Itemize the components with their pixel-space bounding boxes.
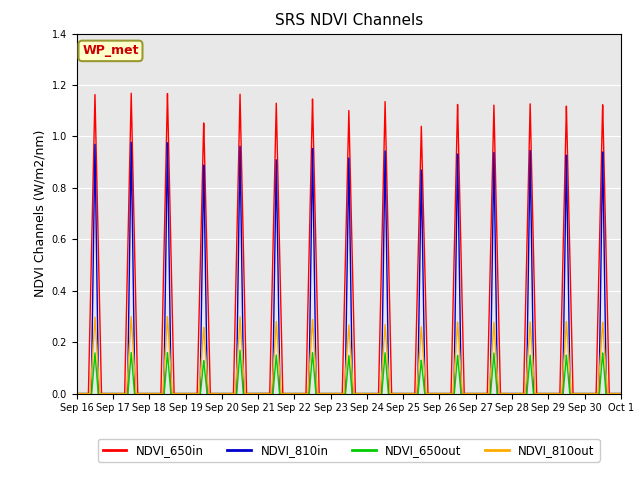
NDVI_650in	[520, 366, 528, 372]
NDVI_650out	[399, 391, 407, 396]
NDVI_650out	[427, 391, 435, 396]
NDVI_810out	[281, 391, 289, 396]
NDVI_650in	[617, 391, 625, 396]
NDVI_810in	[73, 391, 81, 396]
NDVI_650out	[479, 391, 486, 396]
NDVI_650out	[73, 391, 81, 396]
NDVI_650in	[73, 391, 81, 396]
NDVI_650in	[479, 391, 486, 396]
Title: SRS NDVI Channels: SRS NDVI Channels	[275, 13, 423, 28]
NDVI_650in	[399, 391, 407, 396]
NDVI_810in	[617, 391, 625, 396]
NDVI_810out	[479, 391, 486, 396]
Line: NDVI_810out: NDVI_810out	[77, 317, 621, 394]
NDVI_650out	[617, 391, 625, 396]
NDVI_650in	[281, 391, 289, 396]
NDVI_810out	[399, 391, 407, 396]
Y-axis label: NDVI Channels (W/m2/nm): NDVI Channels (W/m2/nm)	[33, 130, 46, 297]
NDVI_650in	[127, 90, 135, 96]
NDVI_810in	[281, 391, 289, 396]
NDVI_810in	[399, 391, 407, 396]
Text: WP_met: WP_met	[82, 44, 139, 58]
Line: NDVI_650in: NDVI_650in	[77, 93, 621, 394]
NDVI_650out	[236, 348, 244, 353]
Legend: NDVI_650in, NDVI_810in, NDVI_650out, NDVI_810out: NDVI_650in, NDVI_810in, NDVI_650out, NDV…	[98, 439, 600, 462]
Line: NDVI_810in: NDVI_810in	[77, 143, 621, 394]
NDVI_650in	[172, 391, 180, 396]
NDVI_810out	[73, 391, 81, 396]
NDVI_650out	[281, 391, 289, 396]
NDVI_810out	[427, 391, 435, 396]
NDVI_810in	[479, 391, 486, 396]
NDVI_810out	[127, 314, 135, 320]
NDVI_810in	[520, 391, 528, 396]
NDVI_810out	[617, 391, 625, 396]
Line: NDVI_650out: NDVI_650out	[77, 350, 621, 394]
NDVI_810in	[172, 391, 180, 396]
NDVI_810out	[172, 391, 180, 396]
NDVI_810in	[427, 391, 435, 396]
NDVI_810out	[520, 391, 528, 396]
NDVI_650out	[172, 391, 179, 396]
NDVI_810in	[127, 140, 135, 145]
NDVI_650out	[520, 391, 528, 396]
NDVI_650in	[427, 391, 435, 396]
